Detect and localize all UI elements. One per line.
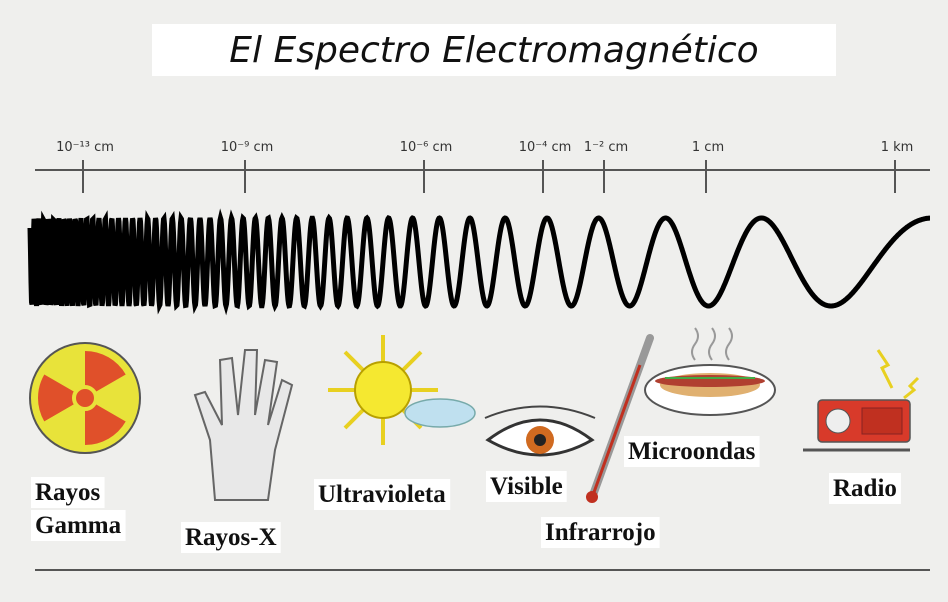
scale-label: 10⁻⁹ cm — [221, 140, 274, 155]
title: El Espectro Electromagnético — [229, 30, 758, 71]
wave — [27, 208, 930, 316]
gamma-icon — [29, 342, 141, 454]
scale-label: 10⁻⁶ cm — [400, 140, 453, 155]
band-label: Rayos — [35, 479, 101, 506]
band-label: Microondas — [628, 438, 756, 465]
label-backdrop — [181, 522, 281, 553]
label-backdrop — [314, 479, 451, 510]
scale-label: 1 km — [881, 140, 914, 155]
band-label: Rayos-X — [185, 524, 277, 551]
title-box — [152, 24, 836, 76]
uv-icon — [328, 335, 476, 445]
visible-icon — [484, 405, 596, 457]
label-backdrop — [31, 477, 105, 508]
band-label: Visible — [490, 473, 563, 500]
xray-icon — [193, 349, 294, 501]
label-backdrop — [486, 471, 567, 502]
band-label: Ultravioleta — [318, 481, 446, 508]
scale-label: 1⁻² cm — [584, 140, 628, 155]
label-backdrop — [541, 517, 660, 548]
scale-label: 10⁻⁴ cm — [519, 140, 572, 155]
label-backdrop — [624, 436, 760, 467]
microwave-icon — [644, 327, 776, 416]
infrared-icon — [586, 334, 654, 503]
scale-label: 10⁻¹³ cm — [56, 140, 114, 155]
radio-icon — [803, 349, 920, 452]
band-label: Radio — [833, 475, 897, 502]
band-label: Infrarrojo — [545, 519, 656, 546]
scale-label: 1 cm — [692, 140, 724, 155]
label-backdrop — [829, 473, 901, 504]
band-label: Gamma — [35, 512, 122, 539]
label-backdrop — [31, 510, 126, 541]
